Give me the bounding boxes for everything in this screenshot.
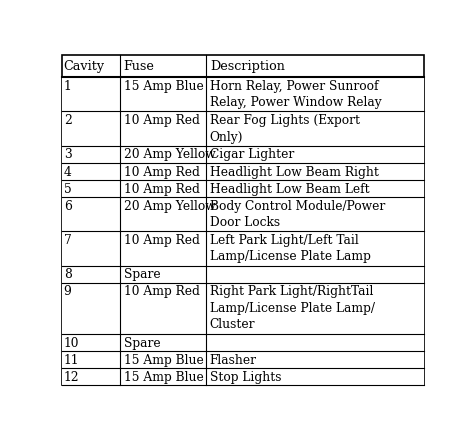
Text: 15 Amp Blue: 15 Amp Blue [124,80,203,93]
Text: 15 Amp Blue: 15 Amp Blue [124,354,203,367]
Bar [62,112,424,146]
Text: Left Park Light/Left Tail
Lamp/License Plate Lamp: Left Park Light/Left Tail Lamp/License P… [210,234,371,263]
Bar [62,266,424,283]
Text: 12: 12 [64,371,79,384]
Text: 11: 11 [64,354,79,367]
Text: Fuse: Fuse [124,60,155,73]
Text: 8: 8 [64,268,72,281]
Bar [62,368,424,385]
Text: Horn Relay, Power Sunroof
Relay, Power Window Relay: Horn Relay, Power Sunroof Relay, Power W… [210,80,382,109]
Text: 4: 4 [64,166,72,178]
Bar [62,180,424,197]
Text: 6: 6 [64,200,72,213]
Text: 1: 1 [64,80,72,93]
Bar [62,197,424,232]
Text: Spare: Spare [124,337,160,350]
Text: Headlight Low Beam Left: Headlight Low Beam Left [210,183,370,196]
Text: 10 Amp Red: 10 Amp Red [124,183,200,196]
Text: 15 Amp Blue: 15 Amp Blue [124,371,203,384]
Text: 20 Amp Yellow: 20 Amp Yellow [124,148,215,161]
Bar [62,351,424,368]
Text: Rear Fog Lights (Export
Only): Rear Fog Lights (Export Only) [210,114,360,144]
Text: 10 Amp Red: 10 Amp Red [124,234,200,247]
Text: Description: Description [210,60,285,73]
Bar [62,283,424,334]
Bar [62,232,424,266]
Text: 10 Amp Red: 10 Amp Red [124,285,200,298]
Text: 7: 7 [64,234,72,247]
Text: Cavity: Cavity [64,60,105,73]
Bar [62,334,424,351]
Text: Headlight Low Beam Right: Headlight Low Beam Right [210,166,379,178]
Text: 5: 5 [64,183,72,196]
Text: Flasher: Flasher [210,354,257,367]
Text: Spare: Spare [124,268,160,281]
Text: 10 Amp Red: 10 Amp Red [124,114,200,127]
Text: 3: 3 [64,148,72,161]
Bar [62,77,424,112]
Bar [62,163,424,180]
Text: Right Park Light/RightTail
Lamp/License Plate Lamp/
Cluster: Right Park Light/RightTail Lamp/License … [210,285,375,331]
Text: 9: 9 [64,285,72,298]
Bar [62,146,424,163]
Text: Stop Lights: Stop Lights [210,371,282,384]
Text: 20 Amp Yellow: 20 Amp Yellow [124,200,215,213]
Text: 10: 10 [64,337,79,350]
Text: Body Control Module/Power
Door Locks: Body Control Module/Power Door Locks [210,200,385,229]
Text: Cigar Lighter: Cigar Lighter [210,148,294,161]
Text: 2: 2 [64,114,72,127]
Text: 10 Amp Red: 10 Amp Red [124,166,200,178]
